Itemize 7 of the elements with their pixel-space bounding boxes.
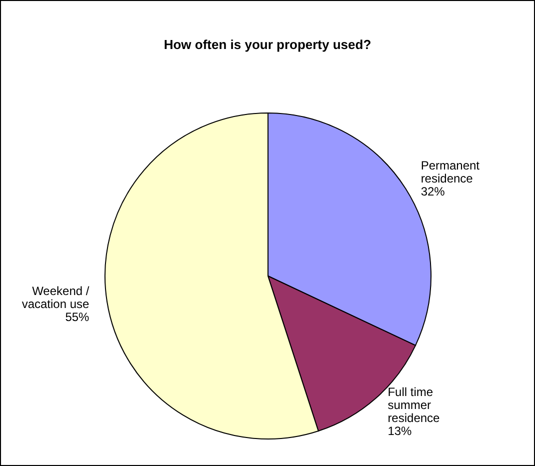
data-label: 13% [388, 424, 412, 438]
slice-label: Full time summer residence [388, 384, 440, 425]
chart-title: How often is your property used? [162, 37, 372, 52]
data-label: 55% [65, 310, 90, 324]
data-label: 32% [420, 184, 446, 199]
slice-label: Permanent residence [420, 158, 480, 186]
slice-label: Weekend / vacation use [22, 284, 90, 311]
